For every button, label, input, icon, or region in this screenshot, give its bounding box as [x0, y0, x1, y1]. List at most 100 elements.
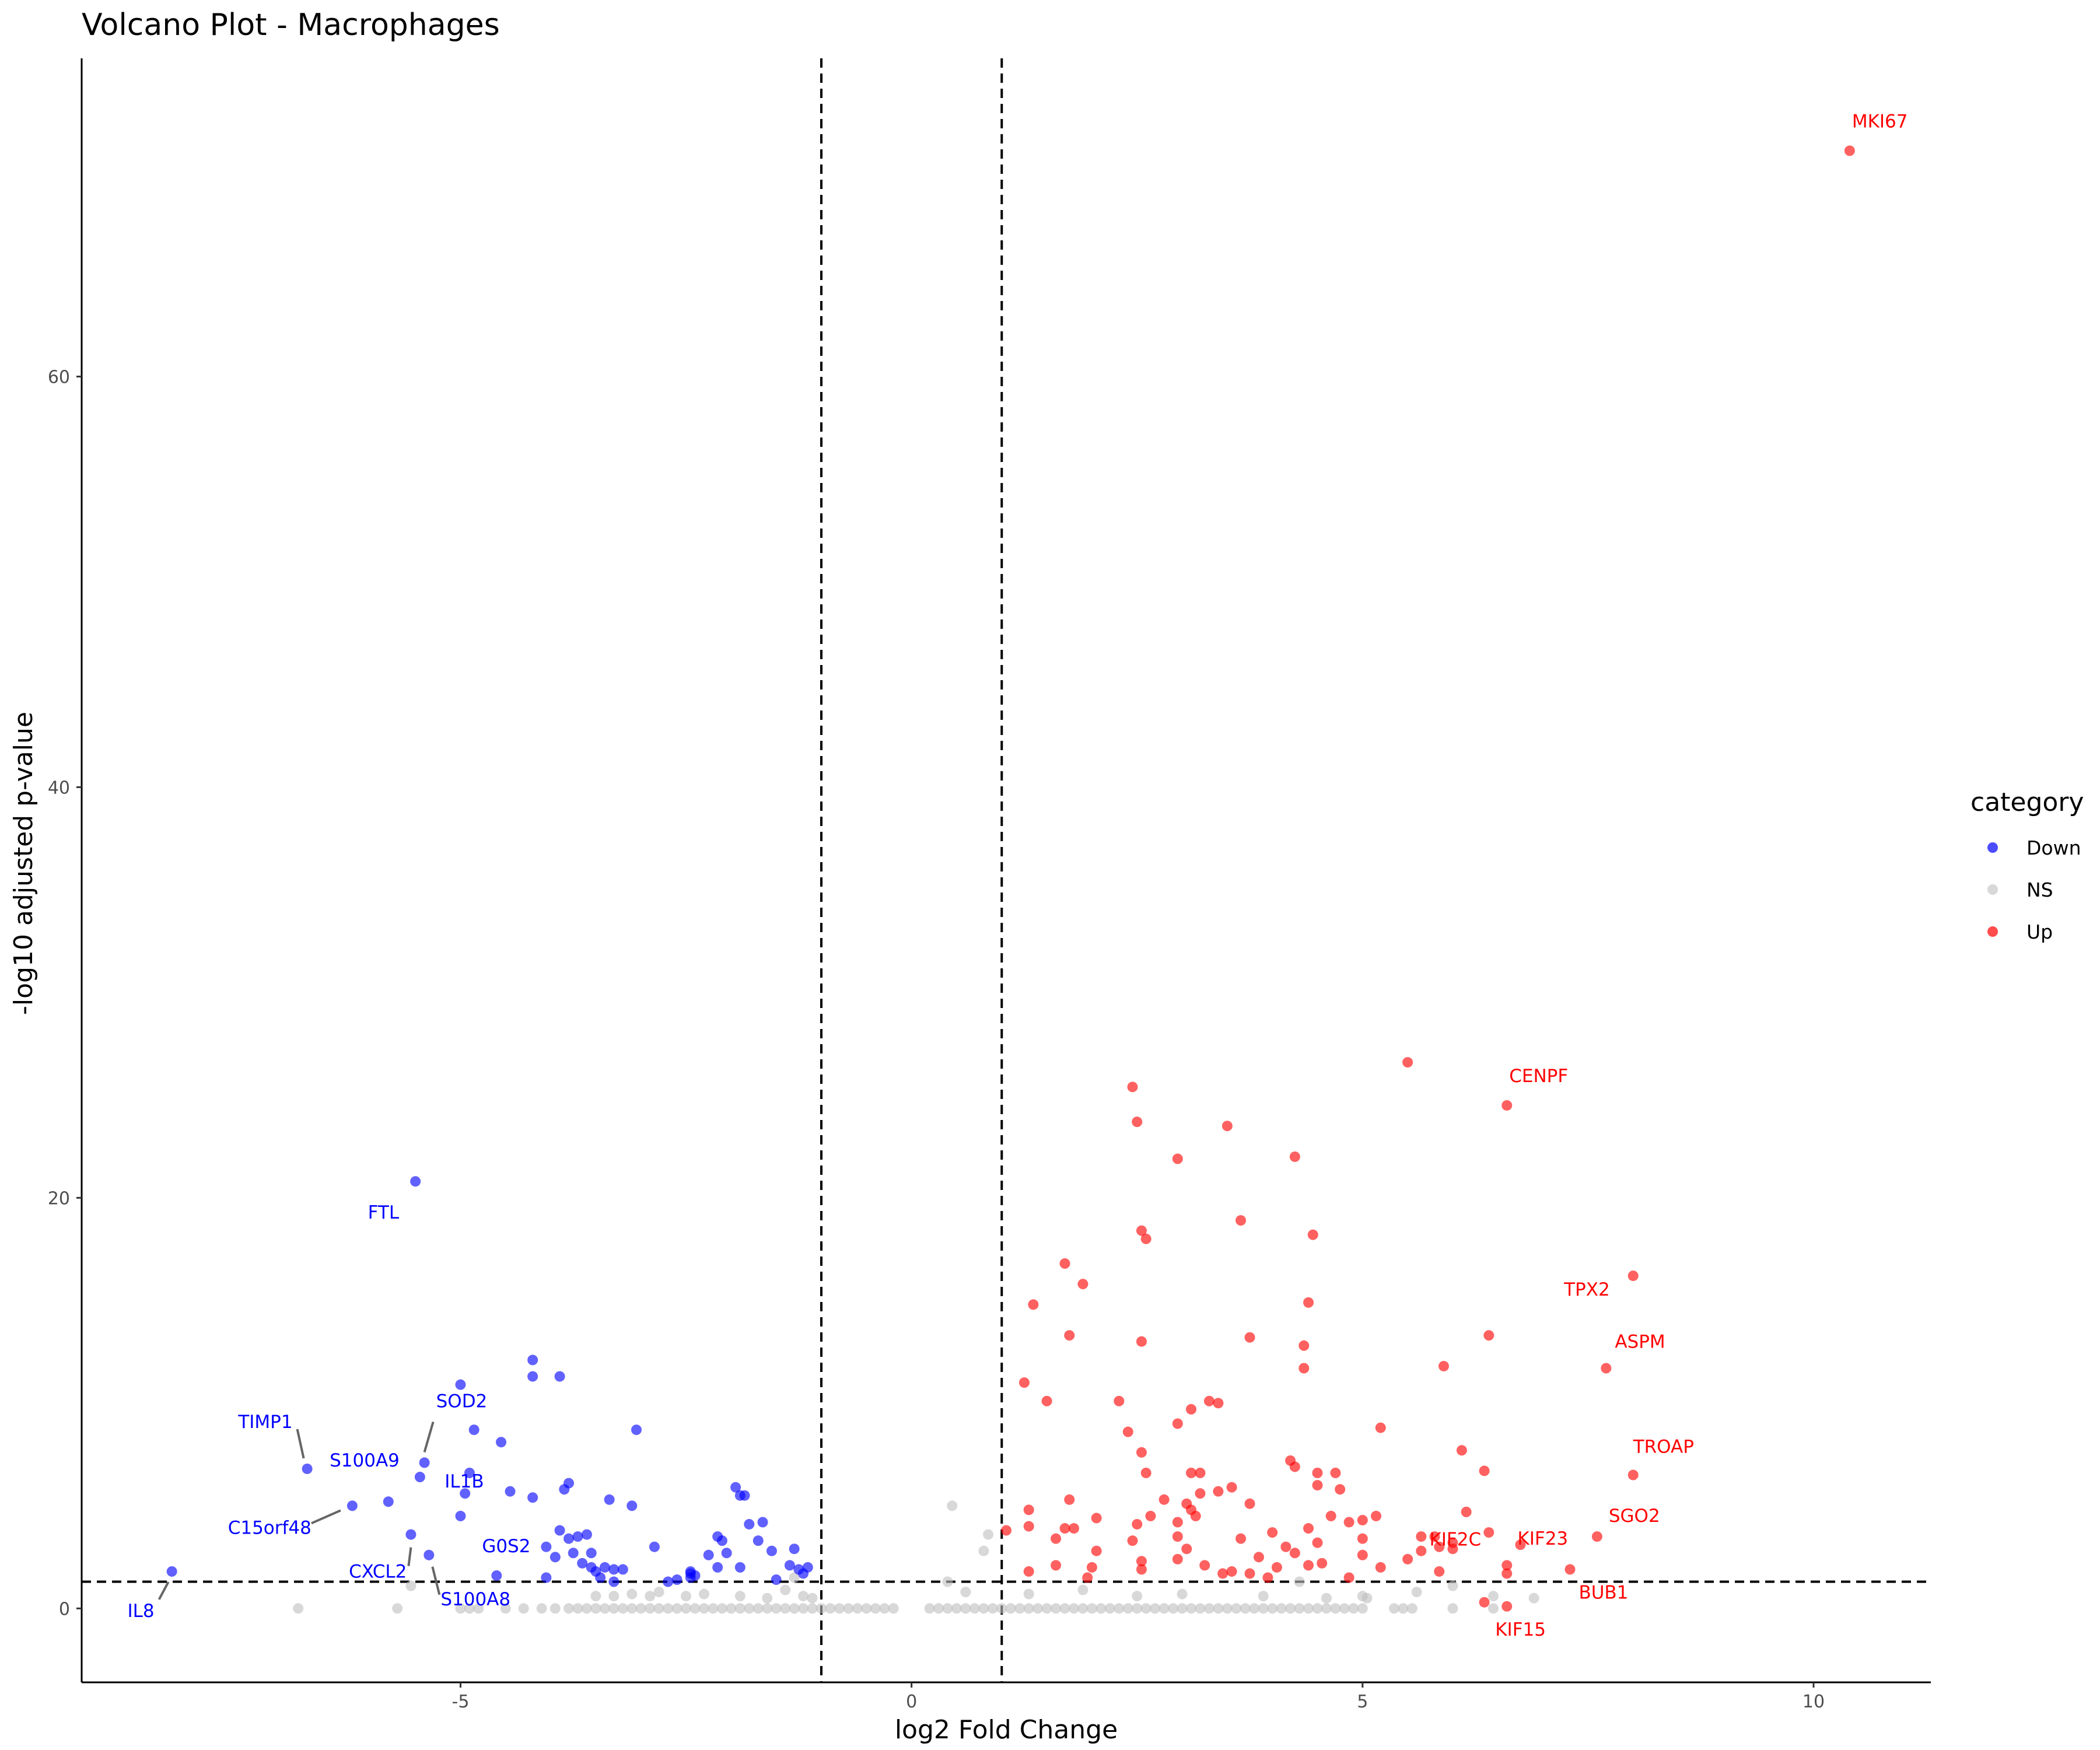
- point-up-92: [1357, 1549, 1368, 1560]
- gene-label-ftl: FTL: [368, 1202, 400, 1223]
- point-ns-84: [1132, 1603, 1143, 1614]
- point-up-86: [1262, 1572, 1273, 1583]
- point-down-62: [757, 1517, 768, 1528]
- point-ns-36: [789, 1603, 800, 1614]
- point-up-8: [1289, 1151, 1300, 1162]
- point-up-117: [1447, 1544, 1458, 1555]
- point-down-18: [527, 1354, 538, 1366]
- point-down-41: [617, 1564, 628, 1575]
- point-down-5: [405, 1529, 416, 1540]
- point-ns-106: [1330, 1603, 1341, 1614]
- point-down-46: [671, 1574, 682, 1586]
- point-ns-13: [581, 1603, 592, 1614]
- point-ns-81: [1104, 1603, 1115, 1614]
- chart-title: Volcano Plot - Macrophages: [82, 8, 500, 43]
- point-ns-75: [1051, 1603, 1062, 1614]
- gene-label-tpx2: TPX2: [1563, 1279, 1610, 1300]
- legend-label-ns: NS: [2027, 878, 2053, 901]
- point-up-34: [1122, 1426, 1133, 1437]
- point-ns-120: [1023, 1588, 1034, 1600]
- point-up-96: [1416, 1531, 1427, 1542]
- point-ns-25: [690, 1603, 701, 1614]
- point-ns-67: [978, 1603, 989, 1614]
- point-up-14: [1059, 1258, 1070, 1269]
- point-down-27: [564, 1478, 575, 1489]
- point-ns-57: [780, 1584, 791, 1595]
- point-ns-35: [780, 1603, 791, 1614]
- point-down-64: [771, 1574, 782, 1586]
- point-up-94: [1402, 1553, 1413, 1564]
- point-ns-7: [500, 1603, 511, 1614]
- point-ns-98: [1258, 1603, 1269, 1614]
- gene-label-mki67: MKI67: [1852, 111, 1908, 132]
- point-up-50: [1064, 1494, 1075, 1505]
- point-up-2: [1402, 1057, 1413, 1068]
- point-up-46: [1479, 1465, 1490, 1476]
- point-ns-39: [816, 1603, 827, 1614]
- x-tick-label-4: 10: [1803, 1692, 1825, 1712]
- point-down-43: [631, 1424, 642, 1436]
- point-ns-2: [392, 1603, 403, 1614]
- point-up-88: [1280, 1541, 1292, 1552]
- point-ns-124: [1258, 1591, 1269, 1602]
- point-down-42: [626, 1500, 638, 1511]
- point-ns-65: [960, 1603, 971, 1614]
- point-ns-91: [1195, 1603, 1206, 1614]
- point-up-77: [1172, 1531, 1183, 1542]
- point-up-110: [1136, 1556, 1147, 1567]
- point-ns-9: [536, 1603, 547, 1614]
- point-ns-108: [1348, 1603, 1359, 1614]
- point-ns-93: [1213, 1603, 1224, 1614]
- gene-label-c15orf48: C15orf48: [228, 1517, 312, 1538]
- point-down-6: [410, 1176, 421, 1187]
- leader-line-16: [311, 1509, 341, 1525]
- point-up-19: [1136, 1336, 1147, 1347]
- point-down-61: [752, 1535, 764, 1546]
- point-up-5: [1132, 1116, 1143, 1128]
- point-up-93: [1375, 1562, 1386, 1573]
- point-up-29: [1203, 1395, 1214, 1406]
- x-axis-title: log2 Fold Change: [895, 1715, 1118, 1745]
- point-down-65: [784, 1560, 795, 1571]
- y-tick-label-2: 20: [48, 1188, 70, 1209]
- point-ns-19: [635, 1603, 646, 1614]
- point-ns-47: [888, 1603, 899, 1614]
- point-ns-58: [798, 1591, 809, 1602]
- point-up-59: [1343, 1517, 1354, 1528]
- point-up-73: [1127, 1535, 1138, 1546]
- leader-line-19: [431, 1566, 441, 1595]
- point-ns-43: [852, 1603, 863, 1614]
- point-ns-72: [1023, 1603, 1034, 1614]
- point-up-98: [1434, 1541, 1445, 1552]
- point-ns-111: [1398, 1603, 1409, 1614]
- y-axis-ticks: 0 20 40 60: [48, 368, 82, 1619]
- point-up-87: [1271, 1562, 1282, 1573]
- point-up-71: [1091, 1545, 1102, 1556]
- point-ns-27: [708, 1603, 719, 1614]
- gene-label-il1b: IL1B: [444, 1471, 484, 1492]
- point-down-24: [554, 1371, 565, 1382]
- point-down-23: [550, 1552, 561, 1563]
- point-ns-53: [681, 1591, 692, 1602]
- point-ns-104: [1312, 1603, 1323, 1614]
- point-up-70: [1068, 1523, 1079, 1534]
- point-up-95: [1416, 1545, 1427, 1556]
- point-down-7: [414, 1472, 425, 1483]
- point-down-55: [721, 1548, 732, 1559]
- point-up-75: [1145, 1510, 1156, 1521]
- point-down-19: [527, 1371, 538, 1382]
- point-up-102: [1564, 1564, 1576, 1575]
- point-up-45: [1456, 1445, 1467, 1456]
- point-up-101: [1502, 1568, 1513, 1579]
- gene-label-bub1: BUB1: [1578, 1582, 1628, 1603]
- point-up-15: [1077, 1279, 1088, 1290]
- point-down-1: [166, 1566, 177, 1577]
- point-down-60: [744, 1518, 755, 1530]
- point-up-81: [1236, 1533, 1247, 1544]
- point-down-56: [730, 1482, 741, 1493]
- point-ns-125: [1294, 1576, 1305, 1587]
- point-down-10: [455, 1379, 466, 1390]
- gene-label-aspm: ASPM: [1615, 1332, 1665, 1353]
- point-ns-113: [1447, 1603, 1458, 1614]
- point-ns-34: [771, 1603, 782, 1614]
